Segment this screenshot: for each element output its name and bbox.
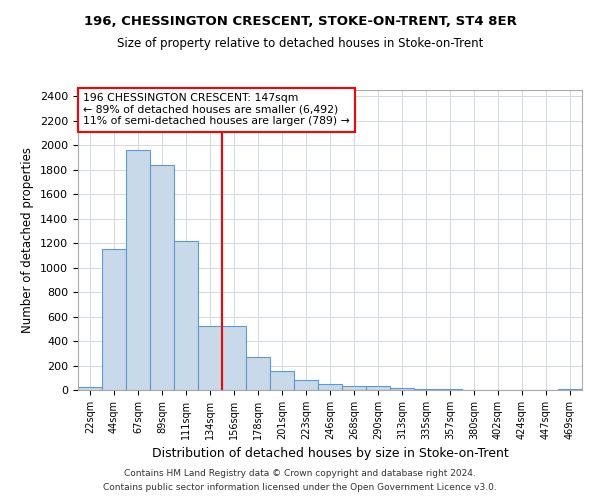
Bar xyxy=(318,384,342,390)
Bar xyxy=(390,388,414,390)
Text: Contains HM Land Registry data © Crown copyright and database right 2024.: Contains HM Land Registry data © Crown c… xyxy=(124,468,476,477)
X-axis label: Distribution of detached houses by size in Stoke-on-Trent: Distribution of detached houses by size … xyxy=(152,448,508,460)
Text: Contains public sector information licensed under the Open Government Licence v3: Contains public sector information licen… xyxy=(103,484,497,492)
Bar xyxy=(102,249,126,390)
Y-axis label: Number of detached properties: Number of detached properties xyxy=(22,147,34,333)
Bar xyxy=(270,371,294,390)
Bar xyxy=(414,389,438,390)
Bar xyxy=(222,326,246,390)
Bar xyxy=(174,240,198,390)
Bar xyxy=(558,388,582,390)
Text: 196 CHESSINGTON CRESCENT: 147sqm
← 89% of detached houses are smaller (6,492)
11: 196 CHESSINGTON CRESCENT: 147sqm ← 89% o… xyxy=(83,93,350,126)
Text: 196, CHESSINGTON CRESCENT, STOKE-ON-TRENT, ST4 8ER: 196, CHESSINGTON CRESCENT, STOKE-ON-TREN… xyxy=(83,15,517,28)
Bar xyxy=(246,357,270,390)
Bar xyxy=(294,380,318,390)
Bar xyxy=(150,164,174,390)
Bar xyxy=(366,386,390,390)
Text: Size of property relative to detached houses in Stoke-on-Trent: Size of property relative to detached ho… xyxy=(117,38,483,51)
Bar xyxy=(198,326,222,390)
Bar xyxy=(342,386,366,390)
Bar xyxy=(126,150,150,390)
Bar xyxy=(78,387,102,390)
